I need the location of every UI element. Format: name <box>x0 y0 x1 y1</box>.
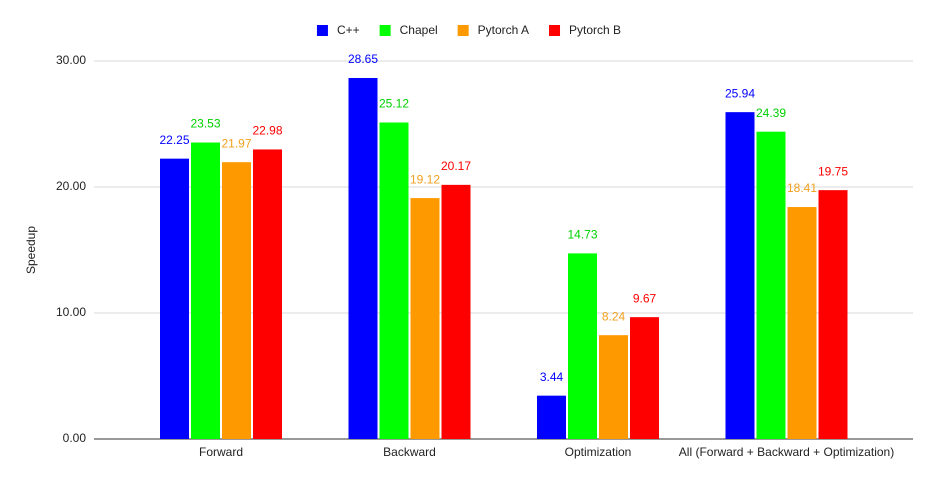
bar <box>253 149 282 439</box>
x-tick-label: Optimization <box>565 445 632 459</box>
bar <box>599 335 628 439</box>
bar <box>568 253 597 439</box>
bar <box>441 184 471 439</box>
data-label: 9.67 <box>633 291 657 305</box>
legend-label: Pytorch A <box>478 23 529 37</box>
data-label: 19.75 <box>818 164 848 178</box>
y-tick-label: 10.00 <box>56 305 86 319</box>
legend-swatch <box>457 25 469 36</box>
legend: C++ Chapel Pytorch A Pytorch B <box>316 23 621 37</box>
data-label: 25.94 <box>725 86 755 100</box>
bar <box>160 158 189 439</box>
data-label: 28.65 <box>348 52 378 66</box>
data-label: 19.12 <box>410 172 440 186</box>
legend-label: Pytorch B <box>569 23 621 37</box>
data-label: 22.98 <box>252 124 282 138</box>
data-label: 18.41 <box>787 181 817 195</box>
data-label: 21.97 <box>221 136 251 150</box>
bar <box>756 131 786 439</box>
data-label: 14.73 <box>567 228 597 242</box>
bar <box>410 198 440 439</box>
y-tick-label: 0.00 <box>63 431 87 445</box>
legend-swatch <box>549 25 561 36</box>
legend-swatch <box>316 25 328 36</box>
bar <box>818 190 848 439</box>
legend-label: Chapel <box>400 23 438 37</box>
x-tick-label: Backward <box>383 445 436 459</box>
data-label: 3.44 <box>540 370 564 384</box>
data-label: 25.12 <box>379 97 409 111</box>
x-tick-label: Forward <box>199 445 243 459</box>
legend-label: C++ <box>337 23 360 37</box>
bar <box>348 78 378 439</box>
y-tick-label: 20.00 <box>56 179 86 193</box>
bar <box>725 112 755 439</box>
bar <box>787 207 817 439</box>
bar <box>379 122 409 439</box>
legend-swatch <box>379 25 391 36</box>
data-label: 8.24 <box>602 309 626 323</box>
data-label: 22.25 <box>159 133 189 147</box>
y-axis-label: Speedup <box>24 226 38 274</box>
data-label: 24.39 <box>756 106 786 120</box>
data-label: 23.53 <box>190 117 220 131</box>
bar <box>222 162 251 440</box>
data-label: 20.17 <box>441 159 471 173</box>
y-tick-label: 30.00 <box>56 53 86 67</box>
bar <box>537 395 566 439</box>
x-tick-label: All (Forward + Backward + Optimization) <box>679 445 894 459</box>
bar <box>630 317 659 439</box>
bar <box>191 142 220 439</box>
